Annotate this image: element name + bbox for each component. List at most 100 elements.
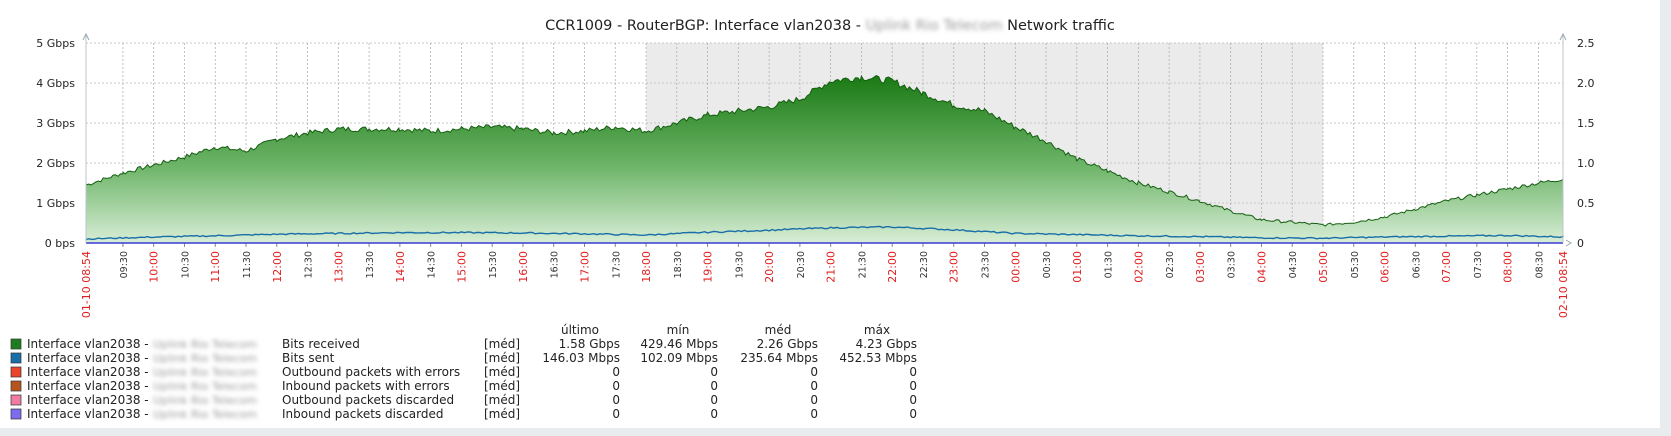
x-tick-label: 21:30 — [857, 251, 868, 278]
legend-value-min: 102.09 Mbps — [640, 351, 718, 365]
legend-value-last: 146.03 Mbps — [542, 351, 620, 365]
x-tick-label: 05:00 — [1317, 251, 1330, 283]
legend-item-metric: Outbound packets discarded — [282, 393, 454, 407]
legend-value-last: 0 — [612, 393, 620, 407]
legend-value-max: 4.23 Gbps — [856, 337, 917, 351]
x-tick-label: 21:00 — [825, 251, 838, 283]
series-layer — [85, 74, 1564, 243]
legend-value-last: 0 — [612, 407, 620, 421]
x-tick-label: 13:00 — [332, 251, 345, 283]
legend-item-redacted: Uplink Rio Telecom — [153, 380, 257, 393]
legend-value-last: 0 — [612, 379, 620, 393]
x-tick-label: 23:00 — [948, 251, 961, 283]
legend-row: Interface vlan2038 - Uplink Rio Telecom Ou… — [10, 393, 917, 407]
graph-panel: CCR1009 - RouterBGP: Interface vlan2038 … — [0, 0, 1660, 428]
y-right-tick-label: 2.5 — [1577, 37, 1595, 50]
y-left-tick-label: 4 Gbps — [36, 77, 75, 90]
legend-value-avg: 0 — [810, 365, 818, 379]
x-tick-label: 18:30 — [673, 251, 684, 278]
legend-item-func: [méd] — [484, 407, 520, 421]
legend-item-func: [méd] — [484, 337, 520, 351]
legend-color-swatch — [10, 338, 22, 350]
legend-item-redacted: Uplink Rio Telecom — [153, 338, 257, 351]
legend-item-prefix: Interface vlan2038 - — [27, 379, 149, 393]
x-tick-label: 19:00 — [702, 251, 715, 283]
y-left-tick-label: 5 Gbps — [36, 37, 75, 50]
x-start-label: 01-10 08:54 — [80, 251, 93, 318]
x-tick-label: 07:00 — [1440, 251, 1453, 283]
x-tick-label: 16:30 — [550, 251, 561, 278]
x-tick-label: 08:00 — [1502, 251, 1515, 283]
x-tick-label: 00:00 — [1009, 251, 1022, 283]
chart-title: CCR1009 - RouterBGP: Interface vlan2038 … — [545, 18, 1115, 34]
x-tick-label: 16:00 — [517, 251, 530, 283]
x-tick-label: 13:30 — [365, 251, 376, 278]
x-tick-label: 12:30 — [304, 251, 315, 278]
legend-row: Interface vlan2038 - Uplink Rio Telecom Bi… — [10, 337, 917, 351]
legend-item-metric: Bits sent — [282, 351, 335, 365]
y-right-tick-label: 1.0 — [1577, 157, 1595, 170]
y-left-arrow-icon — [82, 32, 90, 41]
legend-value-max: 0 — [909, 407, 917, 421]
x-tick-label: 22:30 — [919, 251, 930, 278]
legend-value-max: 0 — [909, 379, 917, 393]
legend-header-last: último — [561, 323, 599, 337]
legend-row: Interface vlan2038 - Uplink Rio Telecom In… — [10, 407, 917, 421]
x-tick-label: 02:00 — [1132, 251, 1145, 283]
legend-item-func: [méd] — [484, 379, 520, 393]
x-tick-label: 01:30 — [1104, 251, 1115, 278]
x-tick-label: 04:30 — [1288, 251, 1299, 278]
x-tick-label: 23:30 — [981, 251, 992, 278]
x-tick-label: 11:30 — [242, 251, 253, 278]
legend-value-min: 0 — [710, 365, 718, 379]
legend-color-swatch — [10, 366, 22, 378]
x-tick-label: 19:30 — [734, 251, 745, 278]
legend: último mín méd máx Interface vlan2038 - Uplin… — [10, 323, 917, 421]
x-tick-label: 12:00 — [271, 251, 284, 283]
x-tick-label: 07:30 — [1473, 251, 1484, 278]
y-left-tick-label: 0 bps — [45, 237, 75, 250]
legend-color-swatch — [10, 352, 22, 364]
axes: 0 bps 1 Gbps 2 Gbps 3 Gbps 4 Gbps 5 Gbps 0 0.5 1… — [36, 32, 1595, 318]
legend-item-redacted: Uplink Rio Telecom — [153, 408, 257, 421]
legend-item-redacted: Uplink Rio Telecom — [153, 352, 257, 365]
legend-color-swatch — [10, 380, 22, 392]
y-right-tick-label: 1.5 — [1577, 117, 1595, 130]
x-tick-label: 00:30 — [1042, 251, 1053, 278]
y-right-arrow-icon — [1559, 32, 1567, 41]
x-tick-label: 06:00 — [1379, 251, 1392, 283]
legend-item-prefix: Interface vlan2038 - — [27, 407, 149, 421]
legend-value-max: 0 — [909, 365, 917, 379]
series-bits-received-area — [86, 75, 1563, 243]
legend-header-min: mín — [667, 323, 690, 337]
x-tick-label: 18:00 — [640, 251, 653, 283]
legend-value-avg: 0 — [810, 407, 818, 421]
legend-row: Interface vlan2038 - Uplink Rio Telecom In… — [10, 379, 917, 393]
title-prefix: CCR1009 - RouterBGP: Interface vlan2038 … — [545, 18, 861, 34]
title-redacted: Uplink Rio Telecom — [866, 18, 1003, 34]
legend-value-last: 0 — [612, 365, 620, 379]
legend-item-func: [méd] — [484, 365, 520, 379]
x-tick-label: 15:30 — [488, 251, 499, 278]
legend-value-avg: 2.26 Gbps — [757, 337, 818, 351]
x-tick-label: 03:30 — [1227, 251, 1238, 278]
x-tick-label: 01:00 — [1071, 251, 1084, 283]
legend-item-metric: Outbound packets with errors — [282, 365, 460, 379]
legend-value-avg: 0 — [810, 379, 818, 393]
legend-value-max: 0 — [909, 393, 917, 407]
legend-item-metric: Inbound packets with errors — [282, 379, 450, 393]
x-tick-label: 20:00 — [763, 251, 776, 283]
legend-value-avg: 0 — [810, 393, 818, 407]
x-tick-label: 11:00 — [209, 251, 222, 283]
legend-item-metric: Bits received — [282, 337, 360, 351]
legend-value-min: 429.46 Mbps — [640, 337, 718, 351]
legend-value-min: 0 — [710, 407, 718, 421]
title-suffix: Network traffic — [1007, 18, 1115, 34]
x-tick-label: 06:30 — [1411, 251, 1422, 278]
legend-item-redacted: Uplink Rio Telecom — [153, 394, 257, 407]
x-tick-label: 22:00 — [886, 251, 899, 283]
legend-item-func: [méd] — [484, 351, 520, 365]
legend-value-min: 0 — [710, 379, 718, 393]
x-tick-label: 17:30 — [611, 251, 622, 278]
legend-row: Interface vlan2038 - Uplink Rio Telecom Ou… — [10, 365, 917, 379]
